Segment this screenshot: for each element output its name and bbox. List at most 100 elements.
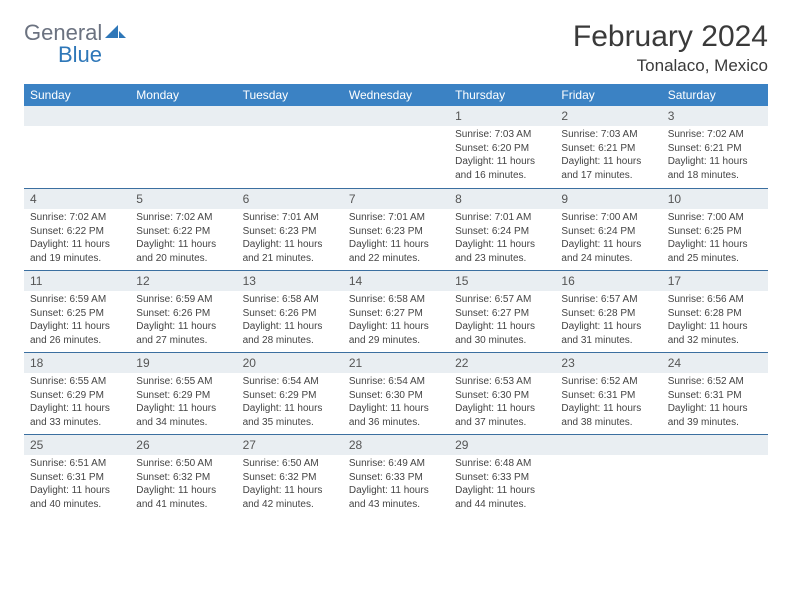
daylight-line: Daylight: 11 hours and 16 minutes. bbox=[455, 155, 549, 182]
sunrise-line: Sunrise: 6:57 AM bbox=[561, 293, 655, 307]
day-body: Sunrise: 7:00 AMSunset: 6:24 PMDaylight:… bbox=[555, 209, 661, 269]
calendar-row: 11Sunrise: 6:59 AMSunset: 6:25 PMDayligh… bbox=[24, 270, 768, 352]
calendar-cell: 8Sunrise: 7:01 AMSunset: 6:24 PMDaylight… bbox=[449, 188, 555, 270]
sunrise-line: Sunrise: 7:00 AM bbox=[668, 211, 762, 225]
calendar-cell: 19Sunrise: 6:55 AMSunset: 6:29 PMDayligh… bbox=[130, 352, 236, 434]
calendar-cell: 21Sunrise: 6:54 AMSunset: 6:30 PMDayligh… bbox=[343, 352, 449, 434]
sunrise-line: Sunrise: 6:53 AM bbox=[455, 375, 549, 389]
sunset-line: Sunset: 6:32 PM bbox=[136, 471, 230, 485]
weekday-header: Sunday bbox=[24, 84, 130, 106]
sunset-line: Sunset: 6:23 PM bbox=[243, 225, 337, 239]
daylight-line: Daylight: 11 hours and 32 minutes. bbox=[668, 320, 762, 347]
calendar-cell: 17Sunrise: 6:56 AMSunset: 6:28 PMDayligh… bbox=[662, 270, 768, 352]
day-body: Sunrise: 7:03 AMSunset: 6:21 PMDaylight:… bbox=[555, 126, 661, 186]
calendar-cell: 9Sunrise: 7:00 AMSunset: 6:24 PMDaylight… bbox=[555, 188, 661, 270]
daylight-line: Daylight: 11 hours and 33 minutes. bbox=[30, 402, 124, 429]
calendar-cell bbox=[237, 106, 343, 188]
sunrise-line: Sunrise: 6:51 AM bbox=[30, 457, 124, 471]
sunset-line: Sunset: 6:22 PM bbox=[136, 225, 230, 239]
location: Tonalaco, Mexico bbox=[573, 56, 768, 76]
day-body: Sunrise: 7:02 AMSunset: 6:21 PMDaylight:… bbox=[662, 126, 768, 186]
calendar-cell: 7Sunrise: 7:01 AMSunset: 6:23 PMDaylight… bbox=[343, 188, 449, 270]
day-body: Sunrise: 7:02 AMSunset: 6:22 PMDaylight:… bbox=[130, 209, 236, 269]
sunrise-line: Sunrise: 6:57 AM bbox=[455, 293, 549, 307]
day-number: 28 bbox=[343, 434, 449, 455]
calendar-cell: 10Sunrise: 7:00 AMSunset: 6:25 PMDayligh… bbox=[662, 188, 768, 270]
sunset-line: Sunset: 6:28 PM bbox=[668, 307, 762, 321]
sunset-line: Sunset: 6:30 PM bbox=[349, 389, 443, 403]
calendar-cell: 5Sunrise: 7:02 AMSunset: 6:22 PMDaylight… bbox=[130, 188, 236, 270]
sunset-line: Sunset: 6:27 PM bbox=[455, 307, 549, 321]
day-number: 7 bbox=[343, 188, 449, 209]
logo-sail-icon bbox=[102, 20, 127, 46]
day-body: Sunrise: 6:49 AMSunset: 6:33 PMDaylight:… bbox=[343, 455, 449, 515]
sunset-line: Sunset: 6:20 PM bbox=[455, 142, 549, 156]
day-number: 20 bbox=[237, 352, 343, 373]
weekday-header: Wednesday bbox=[343, 84, 449, 106]
weekday-header: Thursday bbox=[449, 84, 555, 106]
sunrise-line: Sunrise: 7:01 AM bbox=[243, 211, 337, 225]
day-number: 24 bbox=[662, 352, 768, 373]
sunset-line: Sunset: 6:24 PM bbox=[561, 225, 655, 239]
sunrise-line: Sunrise: 6:56 AM bbox=[668, 293, 762, 307]
day-body: Sunrise: 6:59 AMSunset: 6:25 PMDaylight:… bbox=[24, 291, 130, 351]
sunrise-line: Sunrise: 7:00 AM bbox=[561, 211, 655, 225]
daylight-line: Daylight: 11 hours and 39 minutes. bbox=[668, 402, 762, 429]
daylight-line: Daylight: 11 hours and 40 minutes. bbox=[30, 484, 124, 511]
sunset-line: Sunset: 6:25 PM bbox=[668, 225, 762, 239]
sunset-line: Sunset: 6:33 PM bbox=[455, 471, 549, 485]
calendar-cell: 23Sunrise: 6:52 AMSunset: 6:31 PMDayligh… bbox=[555, 352, 661, 434]
calendar-cell: 26Sunrise: 6:50 AMSunset: 6:32 PMDayligh… bbox=[130, 434, 236, 516]
calendar-row: 25Sunrise: 6:51 AMSunset: 6:31 PMDayligh… bbox=[24, 434, 768, 516]
sunset-line: Sunset: 6:28 PM bbox=[561, 307, 655, 321]
day-body: Sunrise: 7:00 AMSunset: 6:25 PMDaylight:… bbox=[662, 209, 768, 269]
sunrise-line: Sunrise: 6:59 AM bbox=[136, 293, 230, 307]
calendar-cell: 15Sunrise: 6:57 AMSunset: 6:27 PMDayligh… bbox=[449, 270, 555, 352]
calendar-cell: 13Sunrise: 6:58 AMSunset: 6:26 PMDayligh… bbox=[237, 270, 343, 352]
day-number: 26 bbox=[130, 434, 236, 455]
sunrise-line: Sunrise: 6:58 AM bbox=[243, 293, 337, 307]
sunrise-line: Sunrise: 6:48 AM bbox=[455, 457, 549, 471]
calendar-cell: 22Sunrise: 6:53 AMSunset: 6:30 PMDayligh… bbox=[449, 352, 555, 434]
header: GeneralBlue February 2024 Tonalaco, Mexi… bbox=[24, 20, 768, 76]
day-body: Sunrise: 6:53 AMSunset: 6:30 PMDaylight:… bbox=[449, 373, 555, 433]
day-body: Sunrise: 6:55 AMSunset: 6:29 PMDaylight:… bbox=[24, 373, 130, 433]
calendar-cell: 16Sunrise: 6:57 AMSunset: 6:28 PMDayligh… bbox=[555, 270, 661, 352]
day-body: Sunrise: 6:58 AMSunset: 6:26 PMDaylight:… bbox=[237, 291, 343, 351]
sunrise-line: Sunrise: 6:52 AM bbox=[561, 375, 655, 389]
day-number: 4 bbox=[24, 188, 130, 209]
sunset-line: Sunset: 6:31 PM bbox=[561, 389, 655, 403]
day-body: Sunrise: 6:52 AMSunset: 6:31 PMDaylight:… bbox=[555, 373, 661, 433]
sunrise-line: Sunrise: 6:52 AM bbox=[668, 375, 762, 389]
day-number: 8 bbox=[449, 188, 555, 209]
sunrise-line: Sunrise: 6:50 AM bbox=[136, 457, 230, 471]
day-number: 18 bbox=[24, 352, 130, 373]
sunrise-line: Sunrise: 7:02 AM bbox=[136, 211, 230, 225]
calendar-body: 1Sunrise: 7:03 AMSunset: 6:20 PMDaylight… bbox=[24, 106, 768, 516]
day-number: 6 bbox=[237, 188, 343, 209]
daylight-line: Daylight: 11 hours and 29 minutes. bbox=[349, 320, 443, 347]
calendar-cell: 4Sunrise: 7:02 AMSunset: 6:22 PMDaylight… bbox=[24, 188, 130, 270]
calendar-cell: 18Sunrise: 6:55 AMSunset: 6:29 PMDayligh… bbox=[24, 352, 130, 434]
daylight-line: Daylight: 11 hours and 34 minutes. bbox=[136, 402, 230, 429]
sunset-line: Sunset: 6:31 PM bbox=[30, 471, 124, 485]
daylight-line: Daylight: 11 hours and 22 minutes. bbox=[349, 238, 443, 265]
sunrise-line: Sunrise: 6:50 AM bbox=[243, 457, 337, 471]
daylight-line: Daylight: 11 hours and 38 minutes. bbox=[561, 402, 655, 429]
day-body: Sunrise: 6:54 AMSunset: 6:30 PMDaylight:… bbox=[343, 373, 449, 433]
sunset-line: Sunset: 6:27 PM bbox=[349, 307, 443, 321]
sunset-line: Sunset: 6:26 PM bbox=[243, 307, 337, 321]
sunset-line: Sunset: 6:32 PM bbox=[243, 471, 337, 485]
calendar-row: 4Sunrise: 7:02 AMSunset: 6:22 PMDaylight… bbox=[24, 188, 768, 270]
weekday-header: Friday bbox=[555, 84, 661, 106]
calendar-row: 18Sunrise: 6:55 AMSunset: 6:29 PMDayligh… bbox=[24, 352, 768, 434]
daylight-line: Daylight: 11 hours and 37 minutes. bbox=[455, 402, 549, 429]
calendar-cell: 25Sunrise: 6:51 AMSunset: 6:31 PMDayligh… bbox=[24, 434, 130, 516]
day-number: 22 bbox=[449, 352, 555, 373]
calendar-cell bbox=[343, 106, 449, 188]
weekday-header: Tuesday bbox=[237, 84, 343, 106]
daylight-line: Daylight: 11 hours and 30 minutes. bbox=[455, 320, 549, 347]
day-body: Sunrise: 6:55 AMSunset: 6:29 PMDaylight:… bbox=[130, 373, 236, 433]
calendar-cell: 12Sunrise: 6:59 AMSunset: 6:26 PMDayligh… bbox=[130, 270, 236, 352]
sunset-line: Sunset: 6:29 PM bbox=[136, 389, 230, 403]
